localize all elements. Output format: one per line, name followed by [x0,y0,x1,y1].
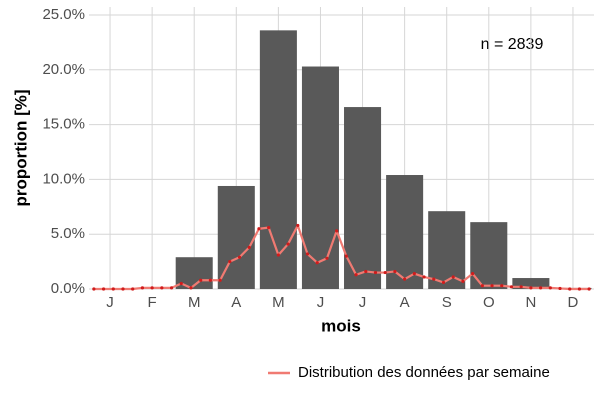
weekly-point [208,278,212,282]
weekly-point [519,285,523,289]
x-tick-label: A [231,294,241,311]
legend-label: Distribution des données par semaine [298,364,550,381]
weekly-point [131,287,135,291]
weekly-point [461,279,465,283]
weekly-point [548,286,552,290]
bar [512,278,550,289]
weekly-point [529,286,533,290]
weekly-point [189,286,193,290]
weekly-point [92,287,96,291]
weekly-point [121,287,125,291]
weekly-point [218,278,222,282]
x-tick-label: J [317,294,325,311]
annotation: n = 2839 [481,36,544,53]
x-axis-label: mois [321,316,361,335]
weekly-point [422,275,426,279]
y-tick-label: 5.0% [51,225,85,242]
x-tick-label: M [272,294,285,311]
weekly-point [393,269,397,274]
y-tick-label: 10.0% [42,170,85,187]
weekly-point [558,286,562,291]
weekly-point [451,275,455,279]
bar [344,107,382,290]
weekly-point [587,287,591,291]
weekly-point [315,261,319,265]
y-tick-label: 20.0% [42,61,85,78]
bar [301,66,339,290]
weekly-point [237,255,242,259]
x-tick-label: J [359,294,367,311]
y-tick-label: 25.0% [42,6,85,23]
x-tick-label: S [442,294,452,311]
weekly-point [179,281,183,286]
weekly-point [480,284,484,288]
weekly-point [373,270,378,275]
weekly-point [247,245,251,249]
weekly-point [305,252,310,256]
weekly-point [101,287,106,291]
weekly-point [344,254,348,258]
y-tick-label: 15.0% [42,116,85,133]
weekly-point [403,277,407,281]
weekly-point [286,242,290,246]
weekly-point [257,227,261,231]
weekly-point [354,273,358,277]
weekly-point [335,229,339,233]
weekly-point [538,286,543,290]
x-tick-label: A [400,294,410,311]
x-tick-label: F [148,294,157,311]
x-tick-label: J [106,294,114,311]
x-tick-label: D [568,294,579,311]
weekly-point [432,277,436,281]
weekly-point [383,270,387,275]
weekly-point [228,260,232,264]
weekly-point [111,287,115,291]
weekly-point [276,253,280,257]
weekly-point [509,285,514,289]
weekly-line [93,224,590,291]
weekly-point [490,284,494,288]
y-axis-label: proportion [%] [11,89,30,206]
weekly-point [169,286,174,290]
bar [259,30,297,290]
weekly-point [568,287,572,291]
x-tick-label: O [483,294,495,311]
weekly-point [267,226,271,230]
weekly-point [412,272,416,276]
weekly-point [441,280,446,285]
weekly-point [364,269,368,274]
weekly-point [471,272,475,276]
bar [386,175,424,289]
weekly-point [140,286,145,290]
weekly-point [160,286,164,290]
weekly-point [199,278,203,282]
weekly-point [577,287,582,291]
x-tick-label: M [188,294,201,311]
weekly-point [325,256,329,260]
bar [428,211,466,289]
x-tick-label: N [525,294,536,311]
weekly-point [296,223,300,228]
weekly-point [500,284,504,288]
y-tick-label: 0.0% [51,280,85,297]
weekly-point [150,286,154,290]
